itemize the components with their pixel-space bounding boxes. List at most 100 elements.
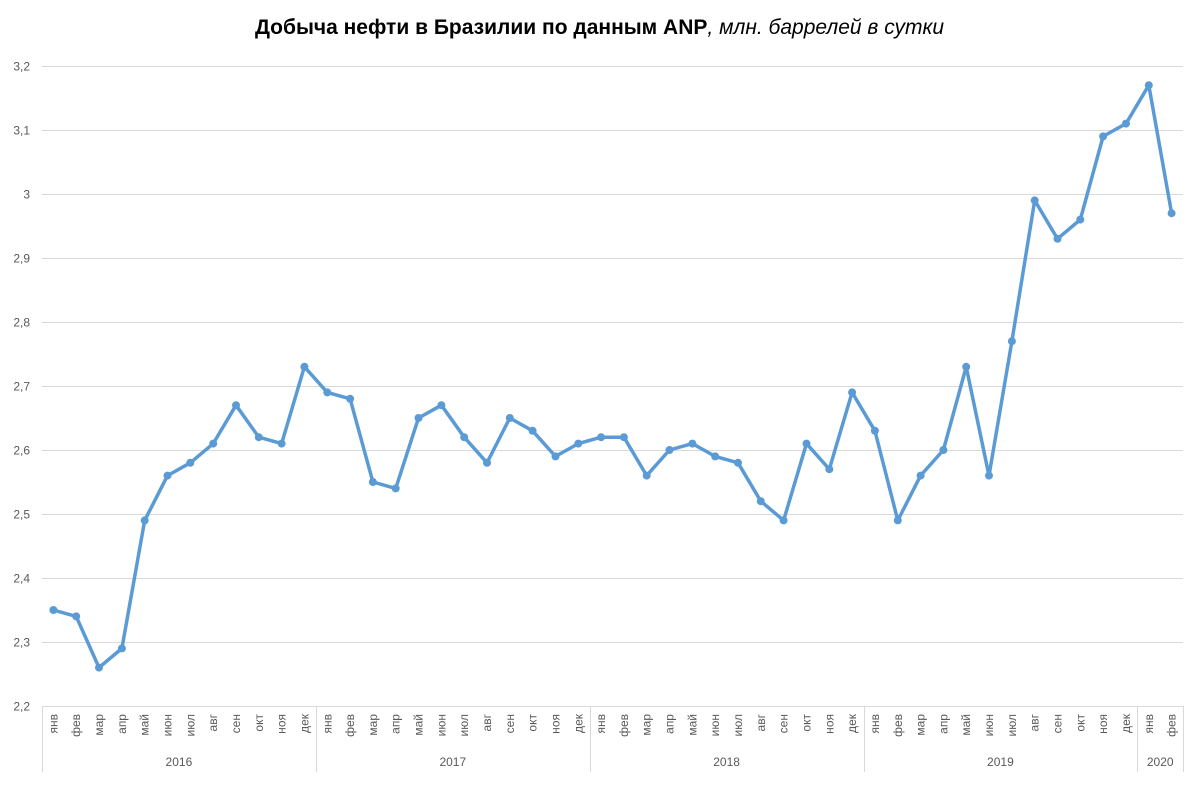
axes — [42, 706, 1184, 772]
x-tick-label-month: май — [685, 714, 699, 736]
data-point — [346, 394, 355, 403]
y-tick-label: 2,6 — [13, 444, 30, 458]
x-tick-label-month: фев — [1165, 714, 1179, 737]
data-point — [1099, 132, 1108, 141]
x-tick-label-month: июл — [731, 714, 745, 736]
data-point — [1144, 81, 1153, 90]
x-tick-label-month: фев — [891, 714, 905, 737]
data-point — [688, 439, 697, 448]
x-tick-label-month: июн — [161, 714, 175, 736]
y-tick-label: 2,8 — [13, 316, 30, 330]
data-point — [186, 458, 195, 467]
data-point — [1030, 196, 1039, 205]
data-point — [1076, 215, 1085, 224]
x-tick-label-month: фев — [69, 714, 83, 737]
x-tick-label-year: 2016 — [166, 755, 193, 769]
x-tick-label-month: окт — [252, 714, 266, 732]
x-tick-label-month: апр — [115, 714, 129, 734]
data-point — [916, 471, 925, 480]
data-point — [209, 439, 218, 448]
x-tick-label-month: окт — [800, 714, 814, 732]
data-point — [962, 362, 971, 371]
x-tick-label-month: май — [959, 714, 973, 736]
data-point — [1167, 209, 1176, 218]
data-point — [368, 478, 377, 486]
x-tick-label-month: мар — [366, 714, 380, 736]
x-tick-label-month: сен — [229, 714, 243, 733]
data-point — [72, 612, 81, 621]
x-tick-label-month: июл — [457, 714, 471, 736]
x-tick-label-month: фев — [617, 714, 631, 737]
x-tick-label-month: сен — [777, 714, 791, 733]
x-tick-label-year: 2019 — [987, 755, 1014, 769]
x-tick-label-month: май — [138, 714, 152, 736]
data-point — [117, 644, 126, 653]
data-point — [1007, 337, 1016, 346]
x-tick-label-month: ноя — [549, 714, 563, 734]
data-point — [642, 471, 651, 480]
data-point — [779, 516, 788, 525]
y-axis-tick-labels: 2,2 2,3 2,4 2,5 2,6 2,7 2,8 2,9 3 3,1 3,2 — [13, 60, 30, 714]
data-point — [756, 497, 765, 506]
y-tick-label: 2,5 — [13, 508, 30, 522]
y-tick-label: 2,4 — [13, 572, 30, 586]
x-tick-label-month: дек — [1119, 713, 1133, 733]
chart-title-units: , млн. баррелей в сутки — [707, 16, 945, 39]
x-tick-label-month: май — [412, 714, 426, 736]
x-tick-label-month: янв — [594, 714, 608, 734]
x-tick-label-month: ноя — [1096, 714, 1110, 734]
data-point — [893, 516, 902, 525]
x-tick-label-month: апр — [389, 714, 403, 734]
x-tick-label-month: ноя — [275, 714, 289, 734]
x-tick-label-year: 2017 — [439, 755, 466, 769]
data-point — [277, 439, 286, 448]
data-point — [802, 439, 811, 448]
chart-title: Добыча нефти в Бразилии по данным ANP, м… — [0, 16, 1199, 40]
y-tick-label: 3,1 — [13, 124, 30, 138]
data-point — [300, 362, 309, 371]
x-tick-label-month: фев — [343, 714, 357, 737]
data-point — [574, 439, 583, 448]
data-point — [254, 433, 263, 442]
x-axis-tick-labels: янв фев мар апр май июн июл авг сен окт ноя дек2016… — [46, 713, 1178, 769]
data-point — [711, 452, 720, 461]
x-tick-label-month: ноя — [822, 714, 836, 734]
y-tick-label: 3 — [23, 188, 30, 202]
data-point — [939, 446, 948, 454]
x-tick-label-month: сен — [503, 714, 517, 733]
x-tick-label-month: апр — [663, 714, 677, 734]
data-point — [140, 516, 149, 525]
x-tick-label-month: окт — [526, 714, 540, 732]
x-tick-label-year: 2018 — [713, 755, 740, 769]
x-tick-label-month: янв — [320, 714, 334, 734]
data-point — [437, 401, 446, 410]
data-point — [460, 433, 469, 442]
x-tick-label-month: авг — [754, 713, 768, 731]
x-tick-label-month: авг — [480, 713, 494, 731]
x-tick-label-month: июн — [434, 714, 448, 736]
data-point — [1122, 119, 1130, 128]
x-tick-label-month: авг — [206, 713, 220, 731]
y-tick-label: 2,7 — [13, 380, 30, 394]
data-point — [734, 458, 742, 467]
data-point — [95, 663, 103, 672]
x-tick-label-month: июн — [708, 714, 722, 736]
series-line — [51, 83, 1174, 670]
y-tick-label: 2,2 — [13, 700, 30, 714]
data-point — [551, 452, 560, 461]
data-point — [665, 446, 674, 454]
data-point — [49, 606, 58, 614]
x-tick-label-month: апр — [936, 714, 950, 734]
data-point — [163, 471, 172, 480]
x-tick-label-year: 2020 — [1147, 755, 1174, 769]
x-tick-label-month: янв — [46, 714, 60, 734]
data-point — [597, 433, 606, 442]
x-tick-label-month: дек — [845, 713, 859, 733]
x-tick-label-month: июл — [1005, 714, 1019, 736]
data-point — [414, 414, 423, 422]
series-production — [49, 81, 1176, 672]
x-tick-label-month: окт — [1073, 714, 1087, 732]
data-point — [825, 465, 834, 474]
